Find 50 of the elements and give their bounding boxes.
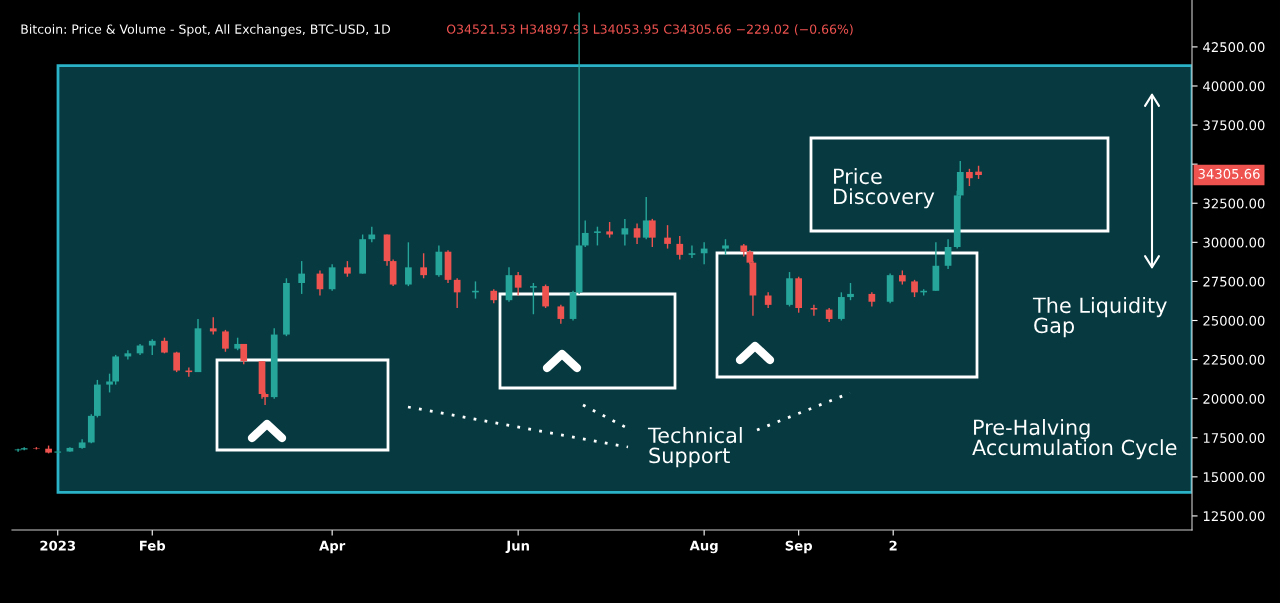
- candlestick: [648, 218, 656, 248]
- y-tick-label: 17500.00: [1203, 432, 1265, 443]
- text: Bitcoin: Price & Volume - Spot, All Exchanges, BTC-USD, 1D: [21, 24, 391, 37]
- y-tick-label: 22500.00: [1203, 354, 1265, 365]
- annotation: The Liquidity Gap: [1032, 297, 1167, 338]
- y-tick-label: 15000.00: [1203, 472, 1265, 483]
- annotation: Technical Support: [647, 427, 742, 468]
- x-tick-label: Feb: [140, 540, 166, 551]
- candlestick: [594, 226, 601, 247]
- text: 34305.66: [1198, 168, 1260, 179]
- candlestick: [514, 271, 522, 297]
- candlestick: [298, 260, 306, 295]
- candlestick: [389, 258, 397, 287]
- candlestick: [405, 241, 412, 287]
- candlestick: [944, 238, 952, 270]
- annotation: Pre-Halving Accumulation Cycle: [972, 419, 1177, 460]
- y-tick-label: 12500.00: [1203, 511, 1265, 522]
- x-tick-label: 2023: [40, 540, 76, 551]
- x-tick-label: Jun: [505, 540, 529, 554]
- candlestick: [453, 277, 461, 309]
- y-tick-label: 42500.00: [1203, 42, 1265, 53]
- candlestick: [688, 244, 696, 259]
- y-tick-label: 25000.00: [1203, 315, 1265, 326]
- candlestick: [420, 252, 427, 279]
- y-tick-label: 27500.00: [1203, 276, 1265, 287]
- candlestick: [530, 282, 537, 315]
- candlestick: [173, 351, 181, 373]
- candlestick: [328, 263, 336, 292]
- candlestick: [621, 218, 629, 247]
- candlestick: [581, 219, 589, 248]
- candlestick: [14, 448, 22, 453]
- candlestick: [676, 235, 684, 261]
- candlestick: [838, 291, 845, 322]
- annotation: Price Discovery: [834, 168, 935, 209]
- y-tick-label: 20000.00: [1203, 393, 1265, 404]
- candlestick: [642, 196, 650, 240]
- candlestick: [222, 329, 229, 353]
- x-tick-label: Apr: [319, 540, 346, 554]
- x-tick-label: Sep: [785, 540, 813, 554]
- y-tick-label: 37500.00: [1203, 120, 1265, 131]
- x-tick-label: 2: [889, 540, 897, 551]
- y-tick-label: 40000.00: [1203, 81, 1265, 92]
- candlestick: [557, 304, 565, 325]
- candlestick: [810, 304, 818, 317]
- x-tick-label: Aug: [689, 540, 718, 554]
- y-tick-label: 30000.00: [1203, 237, 1265, 248]
- candlestick: [633, 222, 641, 245]
- candlestick: [664, 224, 671, 250]
- y-tick-label: 32500.00: [1203, 198, 1265, 209]
- candlestick: [542, 283, 549, 309]
